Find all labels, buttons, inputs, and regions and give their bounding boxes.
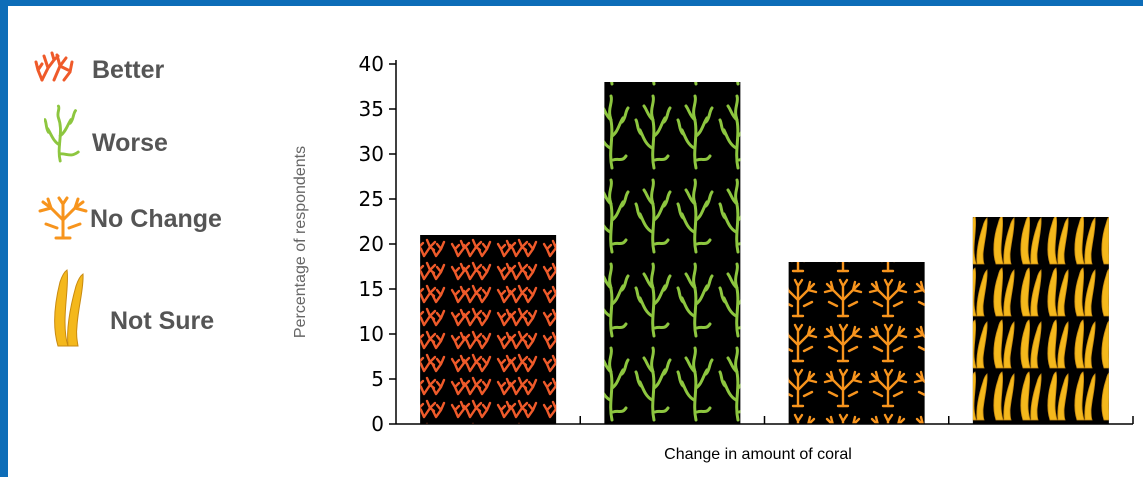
legend-item-worse: Worse [44,104,168,163]
bars [420,82,1109,424]
bar-better [420,235,557,424]
legend-item-no-change: No Change [38,196,222,240]
bar-chart: Better Worse No Change Not Sure Percenta… [34,51,1134,463]
kelp-icon [54,269,84,347]
chart-panel: Better Worse No Change Not Sure Percenta… [8,6,1143,477]
y-tick-label: 40 [359,52,384,76]
seaweed-icon-fill [604,82,741,424]
legend-label-worse: Worse [92,129,168,157]
legend-item-not-sure: Not Sure [54,269,214,347]
branching-coral-icon-fill [420,235,557,424]
legend-label-no-change: No Change [90,205,222,233]
bar-no-change [788,262,925,424]
y-tick-label: 25 [359,187,384,211]
kelp-icon-fill [972,217,1109,424]
legend: Better Worse No Change Not Sure [34,51,222,347]
y-tick-label: 10 [359,322,384,346]
branching-coral-icon [34,51,74,82]
y-tick-label: 30 [359,142,384,166]
y-tick-label: 15 [359,277,384,301]
legend-label-better: Better [92,56,165,84]
y-axis-title: Percentage of respondents [292,146,309,338]
bar-not-sure [972,217,1109,424]
fan-coral-icon [38,196,88,240]
fan-coral-icon-fill [788,262,925,424]
seaweed-icon [44,104,80,163]
y-tick-label: 20 [359,232,384,256]
bar-worse [604,82,741,424]
axes [395,60,1134,425]
y-axis-ticks: 0 5 10 15 20 25 30 35 40 [359,52,396,436]
y-tick-label: 5 [371,367,384,391]
y-tick-label: 0 [371,412,384,436]
y-tick-label: 35 [359,97,384,121]
legend-label-not-sure: Not Sure [110,307,214,335]
x-axis-title: Change in amount of coral [664,446,852,463]
legend-item-better: Better [34,51,165,84]
